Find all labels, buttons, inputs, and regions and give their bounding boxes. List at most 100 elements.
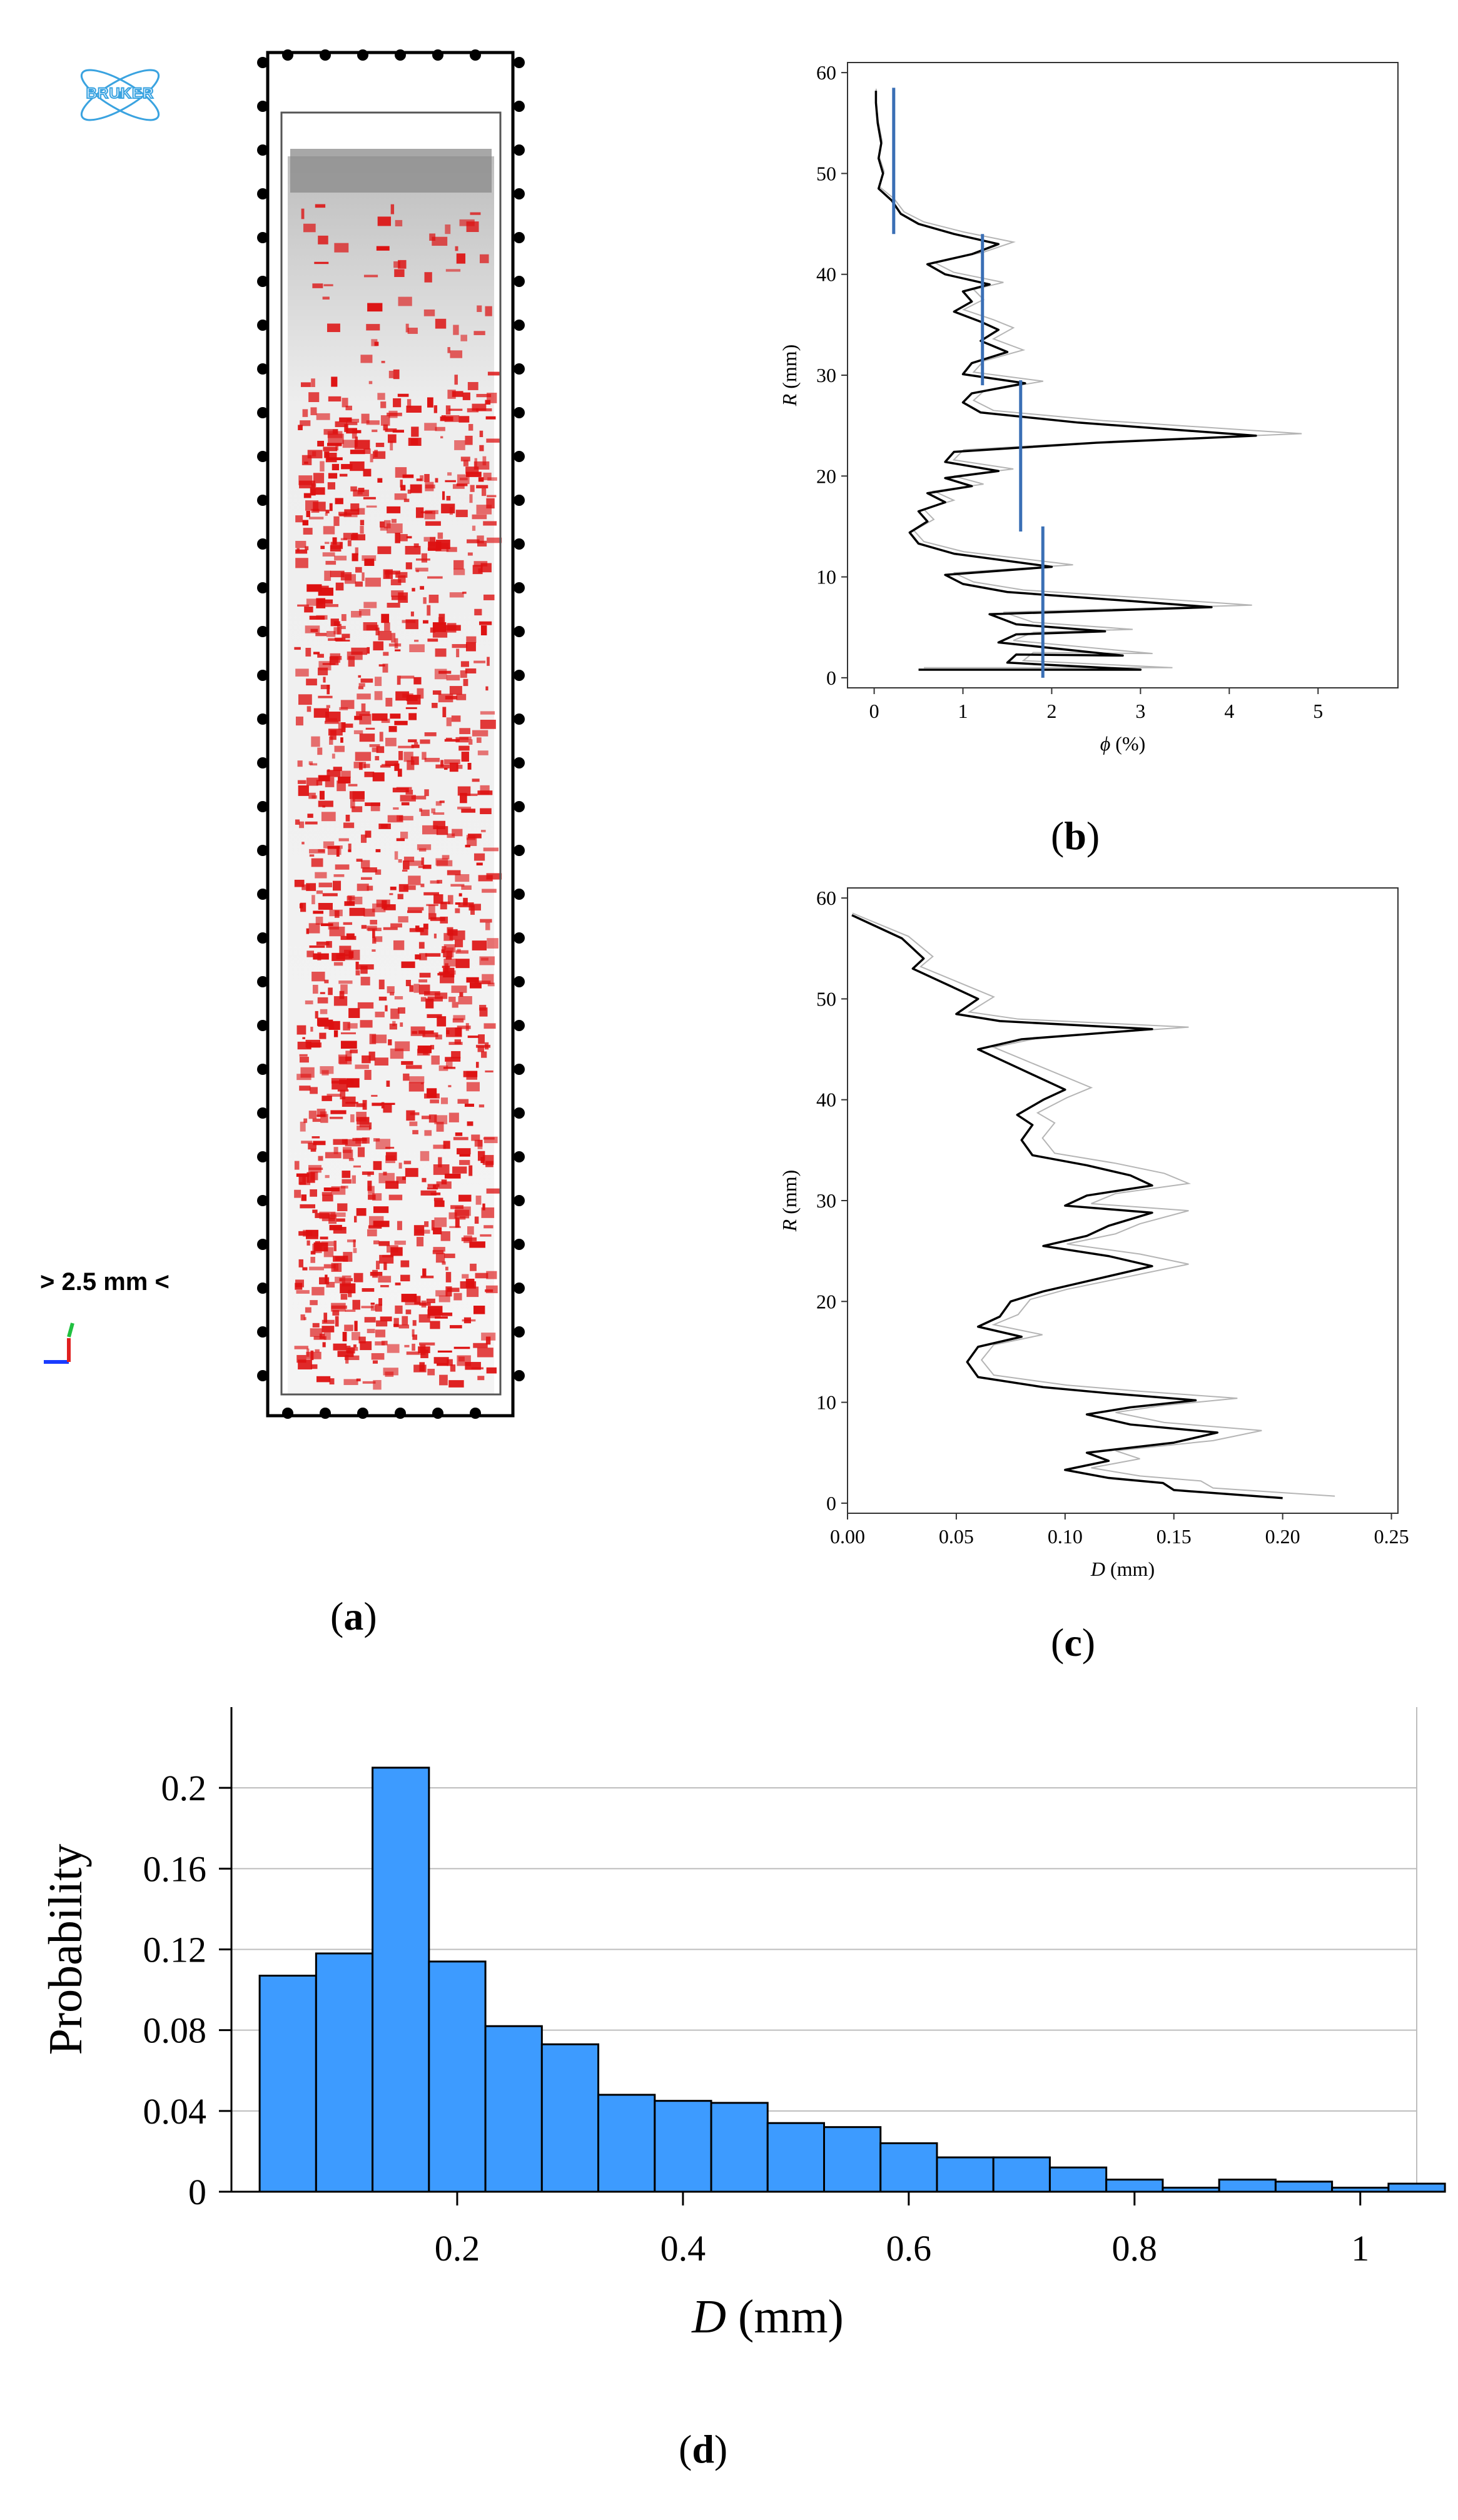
void-patch xyxy=(323,841,335,849)
void-patch xyxy=(409,644,425,652)
void-patch xyxy=(446,675,460,681)
bolt-dot xyxy=(257,1064,268,1075)
void-patch xyxy=(350,1114,355,1122)
void-patch xyxy=(358,488,365,492)
void-patch xyxy=(368,1194,376,1200)
void-patch xyxy=(333,880,342,891)
void-patch xyxy=(415,1229,430,1234)
void-patch xyxy=(409,985,414,992)
void-patch xyxy=(450,884,465,887)
void-patch xyxy=(370,1303,375,1305)
void-patch xyxy=(395,649,401,652)
void-patch xyxy=(474,1216,479,1224)
void-patch xyxy=(446,547,457,552)
void-patch xyxy=(301,884,310,890)
void-patch xyxy=(324,570,332,581)
void-patch xyxy=(302,1267,308,1271)
void-patch xyxy=(453,1137,468,1141)
void-patch xyxy=(389,1023,397,1030)
series-envelope xyxy=(875,88,1302,668)
void-patch xyxy=(321,1192,332,1196)
bolt-dot xyxy=(357,49,368,61)
void-patch xyxy=(306,928,310,934)
void-patch xyxy=(372,1269,378,1278)
void-patch xyxy=(303,493,311,498)
void-patch xyxy=(402,620,416,623)
void-patch xyxy=(370,920,378,925)
void-patch xyxy=(422,752,427,760)
void-patch xyxy=(420,475,424,481)
void-patch xyxy=(321,1326,335,1333)
void-patch xyxy=(316,598,326,608)
void-patch xyxy=(374,341,379,346)
void-patch xyxy=(323,1264,336,1269)
void-patch xyxy=(391,595,407,600)
void-patch xyxy=(467,1036,479,1038)
void-patch xyxy=(435,1316,448,1319)
void-patch xyxy=(372,949,376,952)
void-patch xyxy=(369,744,380,747)
plot-frame xyxy=(847,887,1399,1514)
void-patch xyxy=(319,1211,336,1219)
void-patch xyxy=(353,1344,357,1348)
void-patch xyxy=(473,331,485,335)
void-patch xyxy=(327,770,341,777)
void-patch xyxy=(432,703,438,708)
void-patch xyxy=(310,1189,317,1197)
void-patch xyxy=(415,954,422,960)
void-patch xyxy=(430,1045,435,1050)
void-patch xyxy=(399,534,408,542)
void-patch xyxy=(409,928,422,932)
void-patch xyxy=(398,815,413,821)
void-patch xyxy=(467,552,473,556)
void-patch xyxy=(310,1256,315,1263)
void-patch xyxy=(360,877,372,880)
void-patch xyxy=(306,706,311,712)
void-patch xyxy=(373,641,384,651)
void-patch xyxy=(473,853,485,861)
void-patch xyxy=(300,902,306,912)
void-patch xyxy=(480,808,492,814)
void-patch xyxy=(413,677,422,685)
axis-triad-icon xyxy=(44,1323,74,1364)
void-patch xyxy=(466,636,477,643)
void-patch xyxy=(383,1262,387,1271)
void-patch xyxy=(428,913,437,920)
void-patch xyxy=(335,864,350,870)
void-patch xyxy=(440,1097,448,1104)
void-patch xyxy=(378,664,385,667)
void-patch xyxy=(324,451,330,458)
void-patch xyxy=(336,846,340,857)
void-patch xyxy=(379,1254,394,1264)
void-patch xyxy=(450,350,463,358)
void-patch xyxy=(309,1266,324,1271)
void-patch xyxy=(486,1271,497,1279)
void-patch xyxy=(427,605,431,616)
void-patch xyxy=(337,780,346,792)
void-patch xyxy=(357,508,365,515)
void-patch xyxy=(455,1132,463,1136)
void-patch xyxy=(362,572,365,582)
void-patch xyxy=(466,1286,479,1298)
void-patch xyxy=(444,759,460,765)
y-tick-label: 0.08 xyxy=(143,2010,207,2051)
void-patch xyxy=(428,904,435,914)
void-patch xyxy=(362,1288,375,1292)
void-patch xyxy=(463,460,468,466)
void-patch xyxy=(467,762,472,770)
y-axis-label: Probability xyxy=(39,1844,92,2055)
void-patch xyxy=(357,1125,371,1131)
void-patch xyxy=(363,602,377,608)
void-patch xyxy=(328,396,342,402)
void-patch xyxy=(472,730,489,737)
void-patch xyxy=(322,805,326,808)
void-patch xyxy=(358,1336,366,1344)
bolt-dot xyxy=(514,582,525,593)
histogram-bar xyxy=(1274,2180,1334,2193)
void-patch xyxy=(462,392,470,400)
void-patch xyxy=(397,1007,405,1014)
void-patch xyxy=(427,1368,435,1376)
void-patch xyxy=(387,412,402,416)
void-patch xyxy=(298,694,312,705)
void-patch xyxy=(372,772,385,782)
